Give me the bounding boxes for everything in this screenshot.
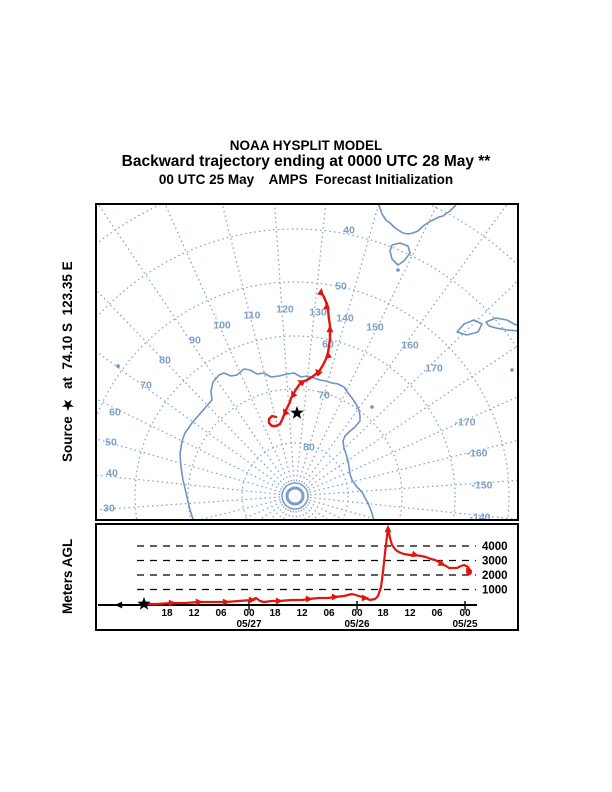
new-zealand-north-island — [485, 317, 517, 332]
direction-marker — [291, 390, 298, 399]
antarctica-coast — [179, 368, 375, 519]
tasmania-island — [389, 242, 411, 266]
svg-text:140: 140 — [336, 313, 354, 325]
svg-text:-140: -140 — [469, 512, 490, 520]
svg-text:-150: -150 — [471, 480, 492, 492]
svg-text:70: 70 — [140, 380, 152, 392]
direction-marker — [325, 350, 332, 359]
source-star — [290, 406, 304, 419]
time-tick-label: 00 — [351, 608, 363, 619]
time-tick-label: 18 — [377, 608, 389, 619]
island-dot — [116, 364, 120, 368]
direction-marker — [195, 598, 204, 606]
island-dot — [510, 368, 514, 372]
height-profile-panel: 4000 3000 2000 1000 18 12 06 00 18 12 06 00 18 12 06 00… — [95, 523, 519, 631]
direction-marker — [326, 324, 334, 333]
date-label: 05/26 — [344, 619, 369, 629]
svg-text:40: 40 — [343, 225, 355, 237]
coastlines — [116, 205, 517, 519]
svg-text:130: 130 — [309, 307, 327, 319]
date-label: 05/27 — [236, 619, 261, 629]
new-zealand-south-island — [456, 319, 483, 336]
svg-text:50: 50 — [335, 281, 347, 293]
title-init: 00 UTC 25 May AMPS Forecast Initializati… — [158, 172, 454, 187]
time-tick-label: 18 — [269, 608, 281, 619]
height-curve — [143, 525, 473, 607]
svg-text:170: 170 — [425, 363, 443, 375]
svg-text:120: 120 — [276, 304, 294, 316]
direction-marker — [283, 408, 290, 417]
island-dot — [396, 268, 400, 272]
height-gridline-label: 3000 — [482, 556, 508, 568]
direction-marker — [248, 596, 257, 604]
direction-marker — [275, 597, 284, 605]
direction-marker — [331, 593, 340, 601]
svg-text:-160: -160 — [466, 448, 487, 460]
profile-source-star — [137, 597, 151, 610]
trajectory — [267, 287, 334, 428]
direction-marker — [323, 301, 330, 310]
map-panel: 40 50 60 70 80 30 40 50 60 70 80 90 100 110 120 130 140 1… — [95, 203, 519, 521]
title-trajectory: Backward trajectory ending at 0000 UTC 2… — [121, 153, 491, 170]
direction-marker — [317, 287, 324, 296]
time-tick-label: 12 — [404, 608, 416, 619]
svg-text:60: 60 — [109, 407, 121, 419]
direction-marker — [384, 525, 392, 533]
height-gridline-label: 1000 — [482, 585, 508, 597]
title-model: NOAA HYSPLIT MODEL — [229, 138, 383, 153]
svg-text:160: 160 — [401, 340, 419, 352]
height-gridline-label: 4000 — [482, 541, 508, 553]
meters-agl-label: Meters AGL — [60, 538, 75, 614]
title-block: NOAA HYSPLIT MODEL Backward trajectory e… — [0, 138, 612, 188]
time-tick-label: 06 — [431, 608, 443, 619]
svg-text:-170: -170 — [454, 417, 475, 429]
direction-marker — [222, 598, 231, 606]
height-gridline-label: 2000 — [482, 570, 508, 582]
time-tick-label: 12 — [188, 608, 200, 619]
time-tick-label: 00 — [459, 608, 471, 619]
direction-marker — [361, 594, 370, 602]
graticule — [97, 205, 517, 519]
svg-text:40: 40 — [106, 468, 118, 480]
time-tick-label: 06 — [215, 608, 227, 619]
height-profile-chart: 4000 3000 2000 1000 18 12 06 00 18 12 06 00 18 12 06 00… — [98, 525, 508, 629]
direction-marker — [114, 601, 123, 609]
direction-marker — [297, 380, 306, 387]
source-location-label: Source ★ at 74.10 S 123.35 E — [60, 261, 75, 463]
svg-text:50: 50 — [105, 437, 117, 449]
svg-text:150: 150 — [366, 322, 384, 334]
time-tick-label: 18 — [161, 608, 173, 619]
direction-marker — [305, 595, 314, 603]
time-tick-label: 12 — [296, 608, 308, 619]
height-gridlines: 4000 3000 2000 1000 — [137, 541, 508, 597]
direction-marker — [437, 559, 446, 566]
pole-rings — [281, 482, 309, 510]
direction-marker — [315, 368, 323, 377]
time-tick-label: 00 — [243, 608, 255, 619]
direction-marker — [168, 599, 177, 607]
svg-text:70: 70 — [318, 390, 330, 402]
svg-text:90: 90 — [189, 335, 201, 347]
date-label: 05/25 — [452, 619, 477, 629]
island-dot — [370, 405, 374, 409]
svg-text:80: 80 — [159, 355, 171, 367]
svg-text:110: 110 — [244, 310, 261, 322]
svg-text:80: 80 — [303, 442, 315, 454]
direction-marker — [410, 550, 419, 558]
australia-coast — [378, 205, 457, 235]
svg-text:30: 30 — [103, 503, 115, 515]
svg-text:100: 100 — [213, 320, 231, 332]
time-tick-label: 06 — [323, 608, 335, 619]
direction-marker — [465, 567, 473, 576]
